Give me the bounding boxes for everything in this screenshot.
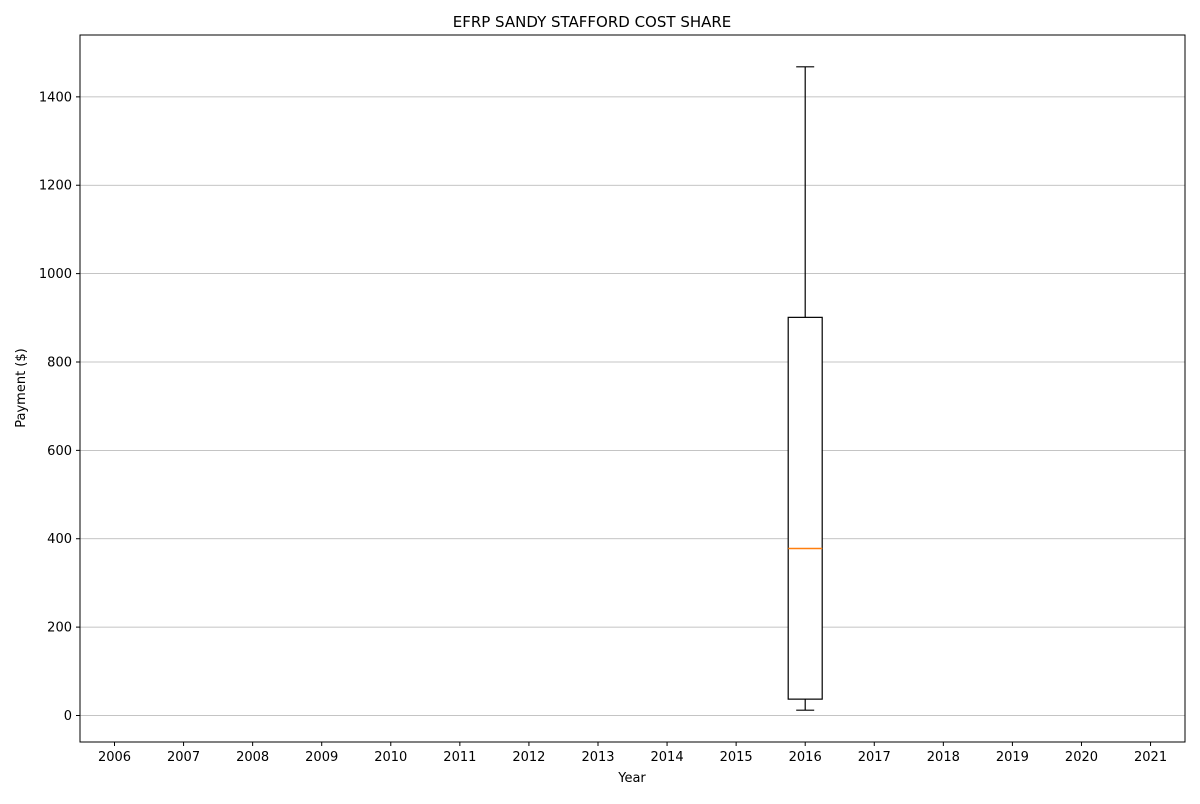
box-iqr [787, 316, 823, 700]
x-tick-label: 2011 [443, 750, 476, 765]
x-tick-label: 2013 [581, 750, 614, 765]
x-tick-label: 2010 [374, 750, 407, 765]
y-tick-label: 800 [47, 355, 72, 370]
x-tick-label: 2017 [858, 750, 891, 765]
x-tick-label: 2012 [512, 750, 545, 765]
x-tick-label: 2007 [167, 750, 200, 765]
x-tick-label: 2018 [927, 750, 960, 765]
y-tick-label: 1000 [39, 267, 72, 282]
y-axis-label: Payment ($) [14, 348, 29, 427]
y-tick-label: 0 [64, 709, 72, 724]
x-tick-label: 2006 [98, 750, 131, 765]
y-tick-label: 400 [47, 532, 72, 547]
x-tick-label: 2019 [996, 750, 1029, 765]
y-tick-label: 1200 [39, 179, 72, 194]
x-tick-label: 2008 [236, 750, 269, 765]
x-tick-label: 2021 [1134, 750, 1167, 765]
axis-layer: 0 200 400 600 800 1000 1200 1400 2006 2007 2008 200… [39, 90, 1167, 765]
y-tick-label: 600 [47, 444, 72, 459]
box-layer [787, 66, 823, 711]
x-axis-label: Year [617, 771, 646, 786]
chart-title: EFRP SANDY STAFFORD COST SHARE [453, 13, 732, 31]
x-tick-label: 2014 [651, 750, 684, 765]
plot-frame [79, 34, 1186, 743]
grid-layer [80, 96, 1185, 716]
x-tick-label: 2016 [789, 750, 822, 765]
y-tick-label: 1400 [39, 90, 72, 105]
y-tick-label: 200 [47, 621, 72, 636]
x-tick-label: 2009 [305, 750, 338, 765]
x-tick-label: 2015 [720, 750, 753, 765]
x-tick-label: 2020 [1065, 750, 1098, 765]
